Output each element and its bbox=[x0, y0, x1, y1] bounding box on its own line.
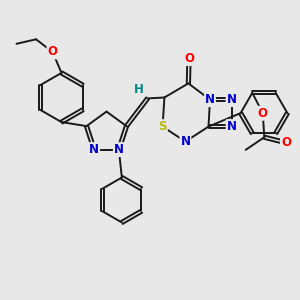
Text: O: O bbox=[184, 52, 194, 65]
Text: H: H bbox=[134, 83, 143, 96]
Text: N: N bbox=[205, 93, 215, 106]
Text: N: N bbox=[226, 93, 237, 106]
Text: N: N bbox=[89, 143, 99, 156]
Text: O: O bbox=[47, 45, 58, 58]
Text: N: N bbox=[180, 135, 190, 148]
Text: S: S bbox=[158, 120, 167, 133]
Text: N: N bbox=[114, 143, 124, 156]
Text: O: O bbox=[258, 107, 268, 120]
Text: N: N bbox=[226, 120, 237, 133]
Text: O: O bbox=[281, 136, 291, 149]
